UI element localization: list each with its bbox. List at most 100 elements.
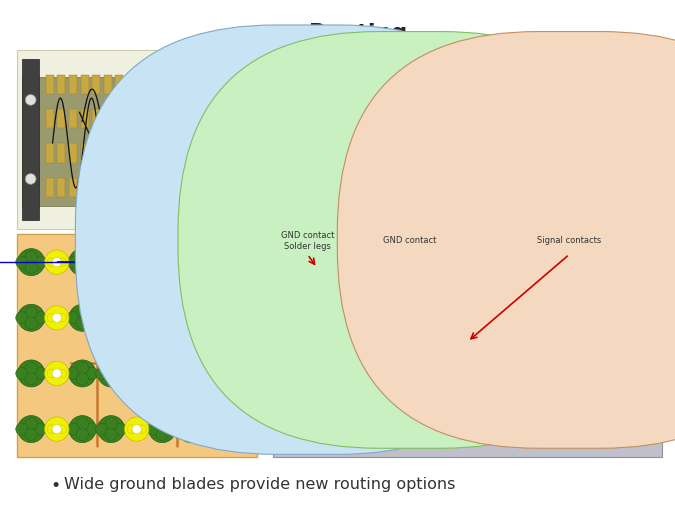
Circle shape xyxy=(132,369,141,378)
Circle shape xyxy=(96,257,108,269)
Circle shape xyxy=(227,368,239,380)
Bar xyxy=(127,178,135,197)
Bar xyxy=(323,335,343,356)
Circle shape xyxy=(148,305,176,332)
Bar xyxy=(208,178,216,197)
Bar xyxy=(115,144,124,163)
Bar xyxy=(185,178,193,197)
Circle shape xyxy=(52,314,61,323)
Bar xyxy=(409,291,429,312)
Circle shape xyxy=(138,425,146,433)
Circle shape xyxy=(146,423,159,435)
Circle shape xyxy=(58,259,67,267)
Circle shape xyxy=(132,258,141,267)
Bar xyxy=(582,377,601,397)
Circle shape xyxy=(124,250,148,275)
Circle shape xyxy=(105,307,117,319)
Circle shape xyxy=(185,362,197,375)
Circle shape xyxy=(69,416,96,443)
Bar xyxy=(185,76,193,95)
Bar xyxy=(409,335,429,356)
Bar xyxy=(625,420,645,441)
Circle shape xyxy=(236,418,248,430)
Circle shape xyxy=(212,369,221,378)
Circle shape xyxy=(218,259,226,267)
Circle shape xyxy=(34,368,47,380)
Circle shape xyxy=(18,360,45,387)
Circle shape xyxy=(96,368,108,380)
Circle shape xyxy=(218,370,226,378)
FancyBboxPatch shape xyxy=(178,32,642,448)
Circle shape xyxy=(194,312,207,324)
Bar xyxy=(280,252,300,273)
Circle shape xyxy=(236,307,248,319)
Circle shape xyxy=(178,249,205,276)
Circle shape xyxy=(76,251,88,264)
Circle shape xyxy=(178,416,205,443)
Circle shape xyxy=(238,95,248,106)
Circle shape xyxy=(25,428,37,441)
Circle shape xyxy=(76,418,88,430)
Circle shape xyxy=(229,416,256,443)
Circle shape xyxy=(105,362,117,375)
Circle shape xyxy=(16,257,28,269)
Circle shape xyxy=(115,368,127,380)
Circle shape xyxy=(52,425,61,434)
Bar xyxy=(208,76,216,95)
Circle shape xyxy=(236,317,248,330)
Circle shape xyxy=(156,307,168,319)
Circle shape xyxy=(18,249,45,276)
Circle shape xyxy=(246,368,258,380)
Circle shape xyxy=(115,257,127,269)
Bar xyxy=(115,76,124,95)
Circle shape xyxy=(207,425,215,433)
Bar xyxy=(366,420,385,441)
Circle shape xyxy=(105,428,117,441)
Bar xyxy=(92,178,100,197)
Circle shape xyxy=(236,373,248,385)
Circle shape xyxy=(207,314,215,322)
Bar xyxy=(409,377,429,397)
Circle shape xyxy=(98,360,125,387)
Bar xyxy=(161,178,169,197)
Text: Signal contacts: Signal contacts xyxy=(537,236,601,245)
Text: •: • xyxy=(267,141,277,160)
Bar xyxy=(22,60,39,221)
Bar xyxy=(625,291,645,312)
Circle shape xyxy=(207,370,215,378)
Bar xyxy=(46,178,54,197)
Bar xyxy=(366,252,385,273)
Bar xyxy=(46,110,54,129)
Circle shape xyxy=(127,314,136,322)
Circle shape xyxy=(47,425,55,433)
Bar xyxy=(366,291,385,312)
Circle shape xyxy=(45,362,69,386)
Circle shape xyxy=(176,423,188,435)
Circle shape xyxy=(25,95,36,106)
Bar xyxy=(366,335,385,356)
Bar xyxy=(539,291,558,312)
Text: Route out of connector from both sides: Route out of connector from both sides xyxy=(280,207,595,222)
Circle shape xyxy=(205,306,229,330)
Circle shape xyxy=(176,312,188,324)
Bar xyxy=(625,335,645,356)
Bar xyxy=(495,291,515,312)
Bar xyxy=(219,110,227,129)
Bar xyxy=(495,377,515,397)
Circle shape xyxy=(185,428,197,441)
Bar xyxy=(582,252,601,273)
Circle shape xyxy=(148,360,176,387)
Circle shape xyxy=(76,373,88,385)
Circle shape xyxy=(218,425,226,433)
Bar xyxy=(219,76,227,95)
Bar xyxy=(92,76,100,95)
Bar xyxy=(539,420,558,441)
Circle shape xyxy=(229,305,256,332)
Circle shape xyxy=(69,249,96,276)
Bar xyxy=(127,110,135,129)
Circle shape xyxy=(146,257,159,269)
Text: •: • xyxy=(267,73,277,91)
Circle shape xyxy=(246,423,258,435)
Circle shape xyxy=(86,257,98,269)
Circle shape xyxy=(212,425,221,434)
